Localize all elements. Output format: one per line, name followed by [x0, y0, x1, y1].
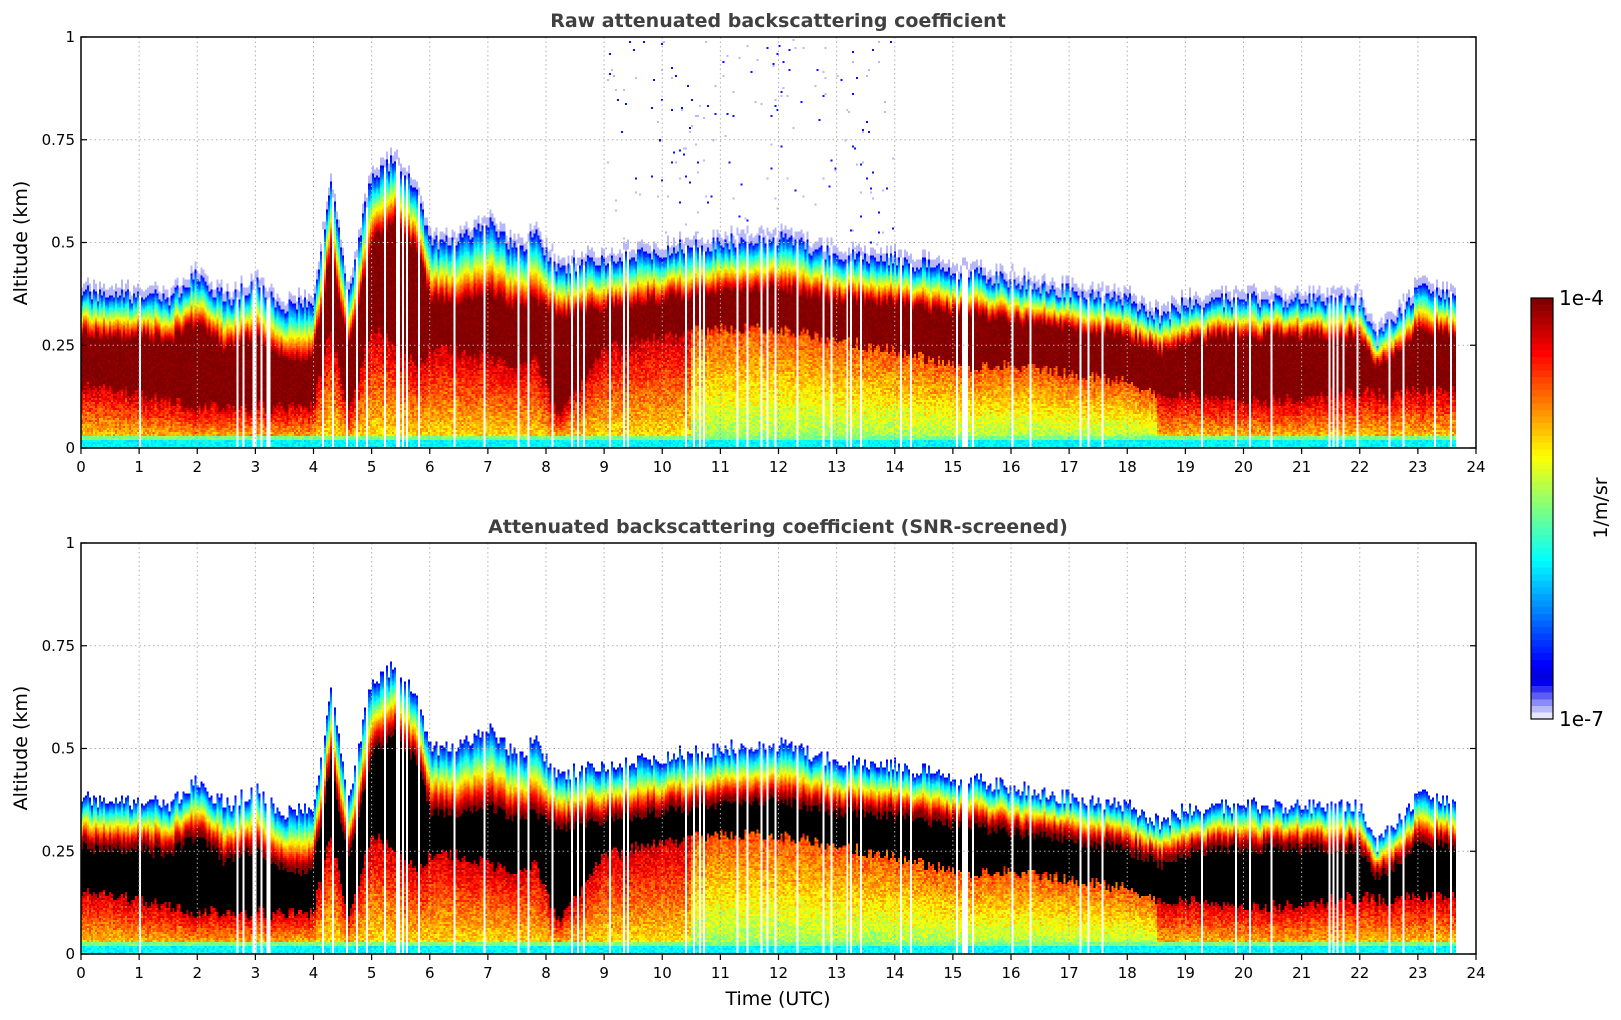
x-tick-label: 0 [76, 458, 86, 476]
x-tick-label: 8 [541, 458, 551, 476]
y-tick-label: 1 [65, 534, 75, 552]
colorbar-max-label: 1e-4 [1559, 286, 1604, 310]
x-tick-label: 1 [134, 964, 144, 982]
y-tick-label: 0 [65, 439, 75, 457]
x-tick-label: 6 [425, 458, 435, 476]
x-tick-label: 4 [309, 458, 319, 476]
x-axis-label: Time (UTC) [724, 988, 830, 1010]
x-tick-label: 11 [711, 964, 730, 982]
y-tick-label: 0.25 [42, 842, 75, 860]
x-tick-label: 9 [599, 458, 609, 476]
x-tick-label: 13 [827, 458, 846, 476]
x-tick-label: 16 [1001, 964, 1020, 982]
x-tick-label: 17 [1060, 458, 1079, 476]
y-tick-label: 0.25 [42, 336, 75, 354]
x-tick-label: 17 [1060, 964, 1079, 982]
axes-raw: 0 1 2 3 4 5 6 7 8 9 10 11 12 13 14 15 16 17 18 19 20 21 22 23 24… [42, 28, 1486, 476]
x-tick-label: 14 [885, 458, 904, 476]
axes-screened: 0 1 2 3 4 5 6 7 8 9 10 11 12 13 14 15 16 17 18 19 20 21 22 23 24… [42, 534, 1486, 982]
x-tick-label: 15 [943, 964, 962, 982]
chart-title-screened: Attenuated backscattering coefficient (S… [488, 516, 1068, 538]
x-tick-label: 21 [1292, 964, 1311, 982]
x-tick-label: 21 [1292, 458, 1311, 476]
y-tick-label: 0.5 [51, 740, 75, 758]
x-tick-label: 6 [425, 964, 435, 982]
x-tick-label: 23 [1408, 458, 1427, 476]
x-tick-label: 9 [599, 964, 609, 982]
x-tick-label: 24 [1466, 964, 1485, 982]
x-tick-label: 5 [367, 964, 377, 982]
colorbar [1531, 298, 1553, 719]
y-axis-label-screened: Altitude (km) [10, 686, 32, 811]
x-tick-label: 13 [827, 964, 846, 982]
x-tick-label: 3 [251, 964, 261, 982]
x-tick-label: 7 [483, 458, 493, 476]
y-tick-label: 0.75 [42, 637, 75, 655]
axes-frame [80, 542, 1477, 955]
colorbar-frame [1530, 297, 1554, 720]
x-tick-label: 19 [1176, 458, 1195, 476]
x-tick-label: 23 [1408, 964, 1427, 982]
y-tick-label: 0.5 [51, 234, 75, 252]
y-tick-label: 1 [65, 28, 75, 46]
x-tick-label: 14 [885, 964, 904, 982]
x-tick-label: 2 [192, 964, 202, 982]
x-tick-label: 8 [541, 964, 551, 982]
x-tick-label: 10 [653, 458, 672, 476]
axes-frame [80, 36, 1477, 449]
y-axis-label-raw: Altitude (km) [10, 181, 32, 306]
x-tick-label: 24 [1466, 458, 1485, 476]
chart-title-raw: Raw attenuated backscattering coefficien… [550, 10, 1006, 32]
x-tick-label: 11 [711, 458, 730, 476]
x-tick-label: 3 [251, 458, 261, 476]
x-tick-label: 19 [1176, 964, 1195, 982]
x-tick-label: 18 [1118, 964, 1137, 982]
x-tick-label: 16 [1001, 458, 1020, 476]
x-tick-label: 7 [483, 964, 493, 982]
colorbar-min-label: 1e-7 [1559, 707, 1604, 731]
x-tick-label: 10 [653, 964, 672, 982]
x-tick-label: 22 [1350, 458, 1369, 476]
x-tick-label: 20 [1234, 964, 1253, 982]
y-tick-label: 0 [65, 945, 75, 963]
x-tick-label: 12 [769, 964, 788, 982]
x-tick-label: 2 [192, 458, 202, 476]
y-tick-label: 0.75 [42, 131, 75, 149]
x-tick-label: 15 [943, 458, 962, 476]
x-tick-label: 20 [1234, 458, 1253, 476]
x-tick-label: 0 [76, 964, 86, 982]
x-tick-label: 1 [134, 458, 144, 476]
x-tick-label: 5 [367, 458, 377, 476]
x-tick-label: 18 [1118, 458, 1137, 476]
x-tick-label: 22 [1350, 964, 1369, 982]
x-tick-label: 4 [309, 964, 319, 982]
x-tick-label: 12 [769, 458, 788, 476]
colorbar-unit-label: 1/m/sr [1590, 477, 1612, 538]
